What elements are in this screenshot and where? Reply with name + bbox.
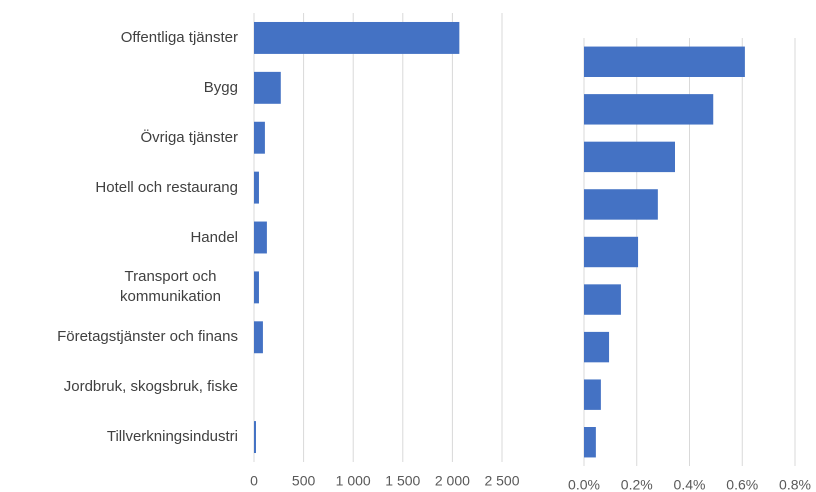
bar (254, 271, 259, 304)
bar (584, 189, 658, 220)
x-tick-label: 1 500 (385, 473, 420, 489)
bar (254, 171, 259, 204)
bar (584, 141, 675, 173)
category-label: Företagstjänster och finans (57, 328, 238, 346)
category-label: Handel (190, 228, 238, 246)
x-tick-label: 0.2% (621, 477, 653, 492)
bar (584, 46, 745, 77)
category-label: Transport och kommunikation (120, 268, 221, 306)
x-tick-label: 0.8% (779, 477, 811, 492)
category-label: Offentliga tjänster (120, 28, 238, 46)
bar (254, 121, 265, 154)
category-label: Jordbruk, skogsbruk, fiske (63, 378, 238, 396)
bar (584, 284, 621, 315)
bar (254, 71, 281, 104)
bar (584, 236, 639, 268)
bar (254, 21, 460, 54)
bar (584, 427, 596, 458)
category-label: Bygg (203, 78, 238, 96)
x-tick-label: 0.0% (568, 477, 600, 492)
bar (584, 331, 610, 363)
category-label: Tillverkningsindustri (106, 428, 238, 446)
x-tick-label: 0.6% (726, 477, 758, 492)
x-tick-label: 1 000 (336, 473, 371, 489)
bar (254, 321, 263, 354)
x-tick-label: 2 500 (484, 473, 519, 489)
x-tick-label: 2 000 (435, 473, 470, 489)
bar (254, 421, 256, 454)
x-tick-label: 0 (250, 473, 258, 489)
x-tick-label: 500 (292, 473, 316, 489)
bar (584, 379, 601, 410)
bar (584, 94, 714, 125)
x-tick-label: 0.4% (674, 477, 706, 492)
category-label: Hotell och restaurang (95, 178, 238, 196)
category-label: Övriga tjänster (140, 128, 238, 146)
bar (254, 221, 267, 254)
